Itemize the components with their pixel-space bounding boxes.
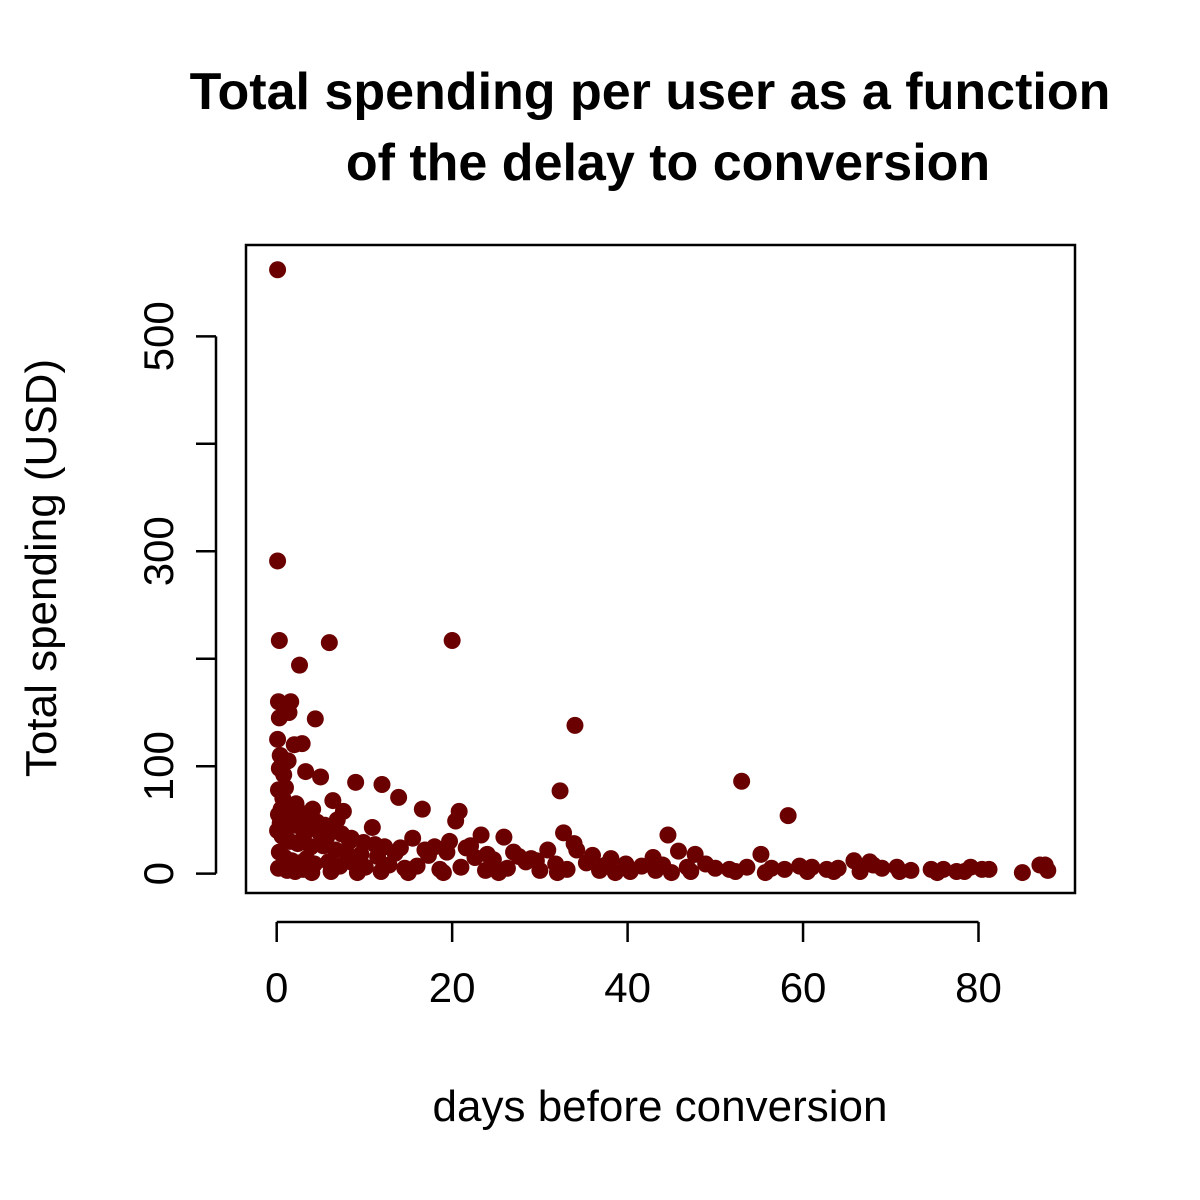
data-point	[955, 863, 973, 881]
data-point	[366, 836, 384, 854]
data-point	[733, 772, 751, 790]
data-point	[275, 766, 293, 784]
x-tick-label: 60	[780, 964, 827, 1011]
data-point	[462, 837, 480, 855]
x-axis-title: days before conversion	[433, 1082, 888, 1131]
data-point	[776, 860, 794, 878]
data-point	[606, 864, 624, 882]
data-point	[891, 863, 909, 881]
y-tick-label: 0	[135, 862, 182, 885]
data-point	[551, 782, 569, 800]
data-point	[647, 861, 665, 879]
x-tick-label: 40	[604, 964, 651, 1011]
data-point	[347, 773, 365, 791]
plot-frame	[244, 243, 1077, 895]
data-point	[864, 856, 882, 874]
data-point	[621, 863, 639, 881]
data-point	[269, 730, 287, 748]
data-point	[269, 261, 287, 279]
data-point	[566, 716, 584, 734]
data-point	[577, 854, 595, 872]
data-point	[727, 863, 745, 881]
data-point	[434, 864, 452, 882]
data-point	[443, 631, 461, 649]
y-axis: 0 100 300 500	[135, 301, 218, 885]
data-point	[662, 864, 680, 882]
data-point	[297, 763, 315, 781]
x-axis: 0 20 40 60 80	[265, 920, 1002, 1011]
data-point	[391, 839, 409, 857]
data-point	[269, 552, 287, 570]
data-point	[522, 850, 540, 868]
y-axis-title: Total spending (USD)	[17, 359, 66, 777]
data-point	[373, 775, 391, 793]
data-point	[980, 860, 998, 878]
data-point	[495, 828, 513, 846]
data-point	[476, 861, 494, 879]
data-point	[348, 864, 366, 882]
data-point	[659, 826, 677, 844]
data-point	[531, 861, 549, 879]
data-point	[568, 841, 586, 859]
y-tick-label: 500	[135, 301, 182, 371]
data-point	[280, 703, 298, 721]
data-point	[555, 824, 573, 842]
data-point	[490, 864, 508, 882]
data-point	[798, 863, 816, 881]
data-point	[303, 864, 321, 882]
x-tick-label: 80	[955, 964, 1002, 1011]
data-point	[779, 807, 797, 825]
data-point	[404, 829, 422, 847]
data-point	[1013, 864, 1031, 882]
data-point	[291, 656, 309, 674]
y-tick-label: 300	[135, 516, 182, 586]
data-point	[372, 863, 390, 881]
data-point	[548, 864, 566, 882]
data-point	[320, 634, 338, 652]
data-point	[447, 812, 465, 830]
data-point	[452, 858, 470, 876]
data-point	[416, 841, 434, 859]
data-point	[270, 631, 288, 649]
data-point	[413, 800, 431, 818]
data-point	[682, 863, 700, 881]
data-point	[669, 842, 687, 860]
data-point	[539, 841, 557, 859]
data-point	[591, 861, 609, 879]
data-point	[825, 863, 843, 881]
data-point	[390, 788, 408, 806]
data-point	[324, 792, 342, 810]
data-point	[752, 845, 770, 863]
chart-title-line-1: Total spending per user as a function	[190, 63, 1111, 121]
data-point	[441, 832, 459, 850]
data-points	[269, 261, 1057, 882]
chart-title-line-2: of the delay to conversion	[346, 134, 990, 192]
data-point	[322, 863, 340, 881]
x-tick-label: 0	[265, 964, 288, 1011]
x-tick-label: 20	[429, 964, 476, 1011]
data-point	[928, 864, 946, 882]
data-point	[478, 845, 496, 863]
data-point	[363, 818, 381, 836]
data-point	[1039, 861, 1057, 879]
y-tick-label: 100	[135, 731, 182, 801]
data-point	[306, 710, 324, 728]
data-point	[269, 693, 287, 711]
data-point	[312, 768, 330, 786]
data-point	[706, 859, 724, 877]
data-point	[756, 864, 774, 882]
data-point	[293, 735, 311, 753]
data-point	[851, 863, 869, 881]
data-point	[399, 864, 417, 882]
data-point	[472, 826, 490, 844]
